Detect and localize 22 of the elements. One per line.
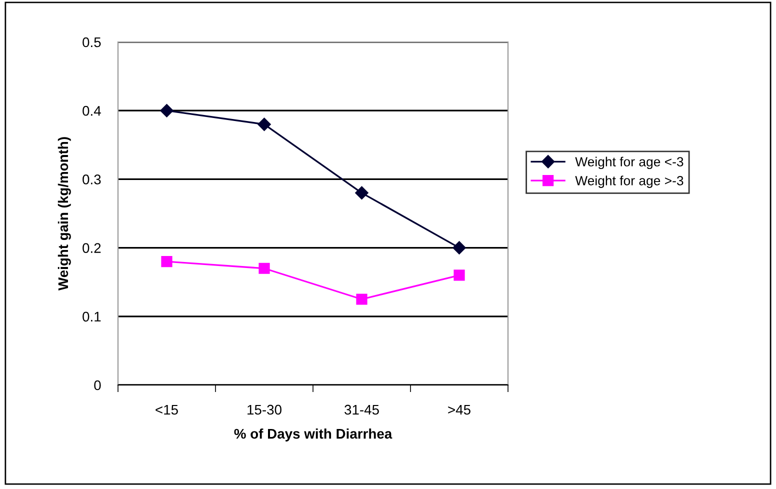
- legend-label: Weight for age >-3: [575, 176, 684, 188]
- x-axis-title: % of Days with Diarrhea: [234, 428, 392, 442]
- point: [452, 241, 466, 254]
- y-tick-label: 0.5: [82, 37, 101, 48]
- point: [161, 256, 172, 268]
- legend-label: Weight for age <-3: [575, 156, 684, 170]
- point: [258, 262, 270, 274]
- point: [355, 186, 368, 200]
- y-tick-label: 0: [94, 380, 101, 390]
- y-tick-label: 0.2: [82, 243, 101, 253]
- point: [454, 270, 465, 281]
- x-tick-label: 31-45: [344, 404, 379, 415]
- point: [160, 104, 174, 118]
- x-tick-label: >45: [448, 404, 470, 415]
- x-tick-label: <15: [156, 404, 178, 415]
- y-axis-title: Weight gain (kg/month): [58, 137, 71, 291]
- x-tick-label: 15-30: [248, 404, 282, 415]
- y-tick-label: 0.4: [82, 106, 101, 116]
- point: [258, 118, 271, 131]
- point: [356, 294, 368, 305]
- y-tick-label: 0.1: [82, 312, 101, 322]
- y-tick-label: 0.3: [82, 174, 101, 184]
